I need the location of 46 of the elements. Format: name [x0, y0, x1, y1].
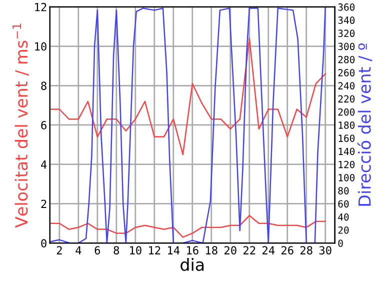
x-tick-label: 22 — [244, 246, 256, 254]
y-tick-label: 8 — [41, 82, 46, 90]
y2-tick-label: 20 — [338, 226, 349, 234]
x-tick-label: 16 — [187, 246, 198, 255]
y2-tick-label: 280 — [338, 56, 355, 64]
x-tick-label: 10 — [130, 246, 142, 255]
x-tick-label: 12 — [149, 246, 160, 254]
y2-tick-label: 140 — [338, 148, 355, 156]
y-tick-label: 12 — [35, 2, 46, 12]
y2-tick-label: 300 — [338, 42, 355, 50]
y2-tick-label: 100 — [338, 174, 355, 182]
y2-tick-label: 320 — [338, 30, 355, 38]
x-tick-label: 8 — [114, 246, 120, 255]
x-tick-label: 4 — [76, 246, 82, 254]
y2-tick-label: 200 — [338, 108, 355, 116]
y2-tick-label: 0 — [338, 240, 343, 247]
y2-tick-label: 120 — [338, 160, 355, 168]
y2-tick-label: 180 — [338, 121, 355, 129]
x-tick-label: 6 — [94, 246, 100, 255]
x-tick-label: 24 — [262, 246, 275, 254]
x-axis-title: dia — [180, 258, 204, 271]
y-tick-label: 6 — [41, 120, 46, 130]
y2-tick-label: 60 — [338, 200, 349, 208]
x-tick-label: 30 — [319, 246, 332, 255]
y2-tick-label: 80 — [338, 187, 349, 194]
x-tick-label: 2 — [56, 246, 62, 254]
line-series — [50, 214, 326, 238]
y2-axis-title: Direcció del vent / º — [357, 43, 372, 206]
y2-tick-label: 40 — [338, 213, 349, 221]
y-tick-label: 0 — [41, 239, 46, 248]
x-tick-label: 18 — [206, 246, 218, 255]
y2-tick-label: 360 — [338, 3, 355, 11]
y2-tick-label: 240 — [338, 82, 355, 90]
x-tick-label: 20 — [224, 246, 236, 255]
x-tick-label: 28 — [300, 246, 312, 255]
y2-tick-label: 260 — [338, 69, 355, 76]
y2-tick-label: 340 — [338, 16, 355, 24]
y-tick-label: 10 — [35, 42, 46, 51]
line-series — [50, 38, 326, 156]
y2-tick-label: 220 — [338, 95, 355, 103]
y-tick-label: 4 — [41, 160, 47, 169]
y-tick-label: 2 — [41, 200, 46, 208]
x-tick-label: 26 — [281, 246, 294, 255]
y-axis-title: Velocitat del vent / ms$^{−1}$ — [12, 24, 29, 228]
y2-tick-label: 160 — [338, 134, 355, 142]
x-tick-label: 14 — [168, 246, 180, 254]
